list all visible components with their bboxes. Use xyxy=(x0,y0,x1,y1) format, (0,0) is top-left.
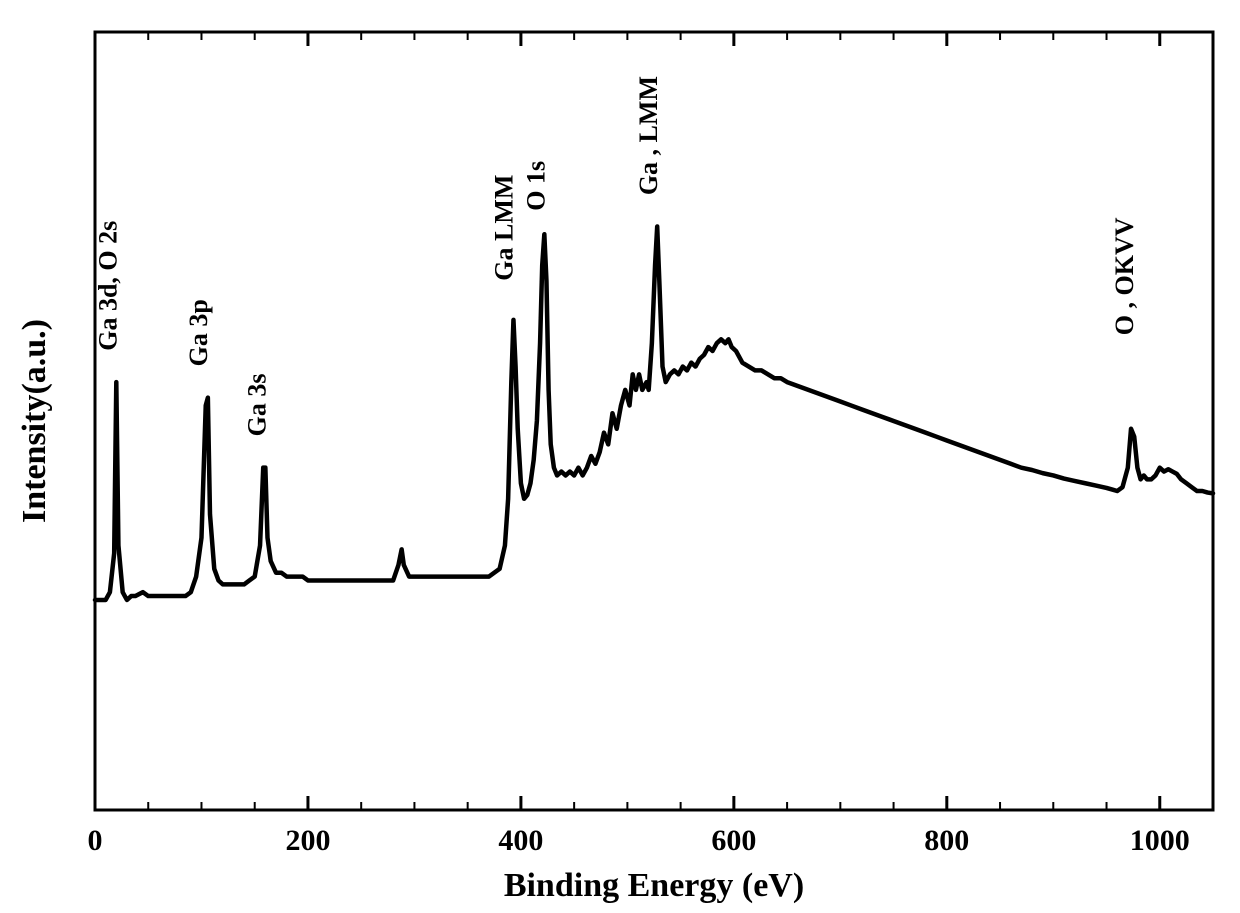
peak-label: O , OKVV xyxy=(1110,217,1139,335)
x-tick-label: 600 xyxy=(711,824,756,857)
peak-label: O 1s xyxy=(521,161,550,211)
peak-label: Ga 3s xyxy=(242,373,271,436)
x-axis-label: Binding Energy (eV) xyxy=(504,867,804,904)
peak-label: Ga 3d, O 2s xyxy=(93,221,122,351)
peak-label: Ga LMM xyxy=(489,175,518,281)
peak-label: Ga , LMM xyxy=(634,76,663,195)
x-tick-label: 200 xyxy=(285,824,330,857)
y-axis-label: Intensity(a.u.) xyxy=(16,319,53,523)
x-tick-label: 1000 xyxy=(1130,824,1190,857)
x-tick-label: 800 xyxy=(924,824,969,857)
xps-spectrum-chart: 0 200 400 600 800 1000 Binding Energy (eV) Inte… xyxy=(0,0,1240,913)
peak-label: Ga 3p xyxy=(184,299,213,366)
x-tick-label: 0 xyxy=(88,824,103,857)
x-tick-label: 400 xyxy=(498,824,543,857)
